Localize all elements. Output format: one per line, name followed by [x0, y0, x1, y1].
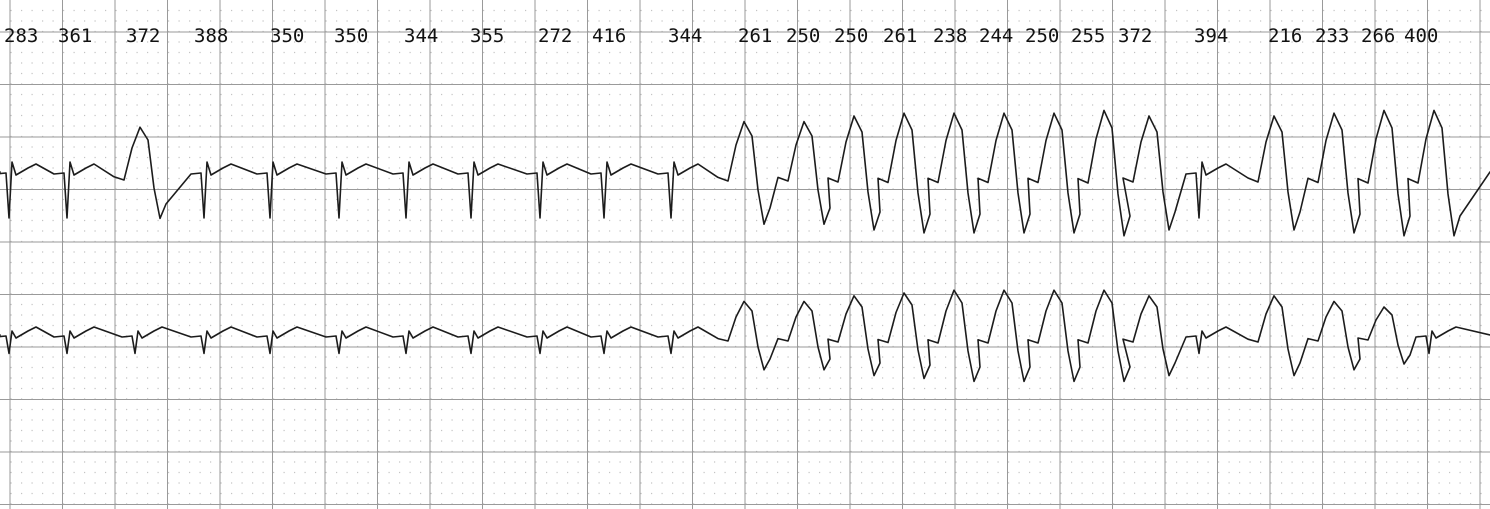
ecg-trace-upper: [0, 109, 1490, 237]
interval-label: 416: [592, 25, 626, 47]
interval-label: 344: [404, 25, 438, 47]
interval-label: 250: [834, 25, 868, 47]
interval-label: 216: [1268, 25, 1302, 47]
interval-label: 250: [786, 25, 820, 47]
interval-label: 344: [668, 25, 702, 47]
interval-label: 233: [1315, 25, 1349, 47]
interval-label: 394: [1194, 25, 1228, 47]
interval-label: 272: [538, 25, 572, 47]
interval-label: 355: [470, 25, 504, 47]
interval-label: 261: [883, 25, 917, 47]
interval-label: 244: [979, 25, 1013, 47]
ecg-trace-lower: [0, 289, 1490, 383]
interval-label: 350: [334, 25, 368, 47]
interval-label: 255: [1071, 25, 1105, 47]
interval-label: 372: [126, 25, 160, 47]
interval-label: 361: [58, 25, 92, 47]
interval-label: 238: [933, 25, 967, 47]
interval-label: 261: [738, 25, 772, 47]
interval-label: 250: [1025, 25, 1059, 47]
interval-label: 372: [1118, 25, 1152, 47]
interval-label: 388: [194, 25, 228, 47]
interval-label: 266: [1361, 25, 1395, 47]
interval-label: 400: [1404, 25, 1438, 47]
interval-labels: 283 361 372 388 350 350 344 355 272 416 …: [4, 25, 1438, 47]
interval-label: 350: [270, 25, 304, 47]
interval-label: 283: [4, 25, 38, 47]
